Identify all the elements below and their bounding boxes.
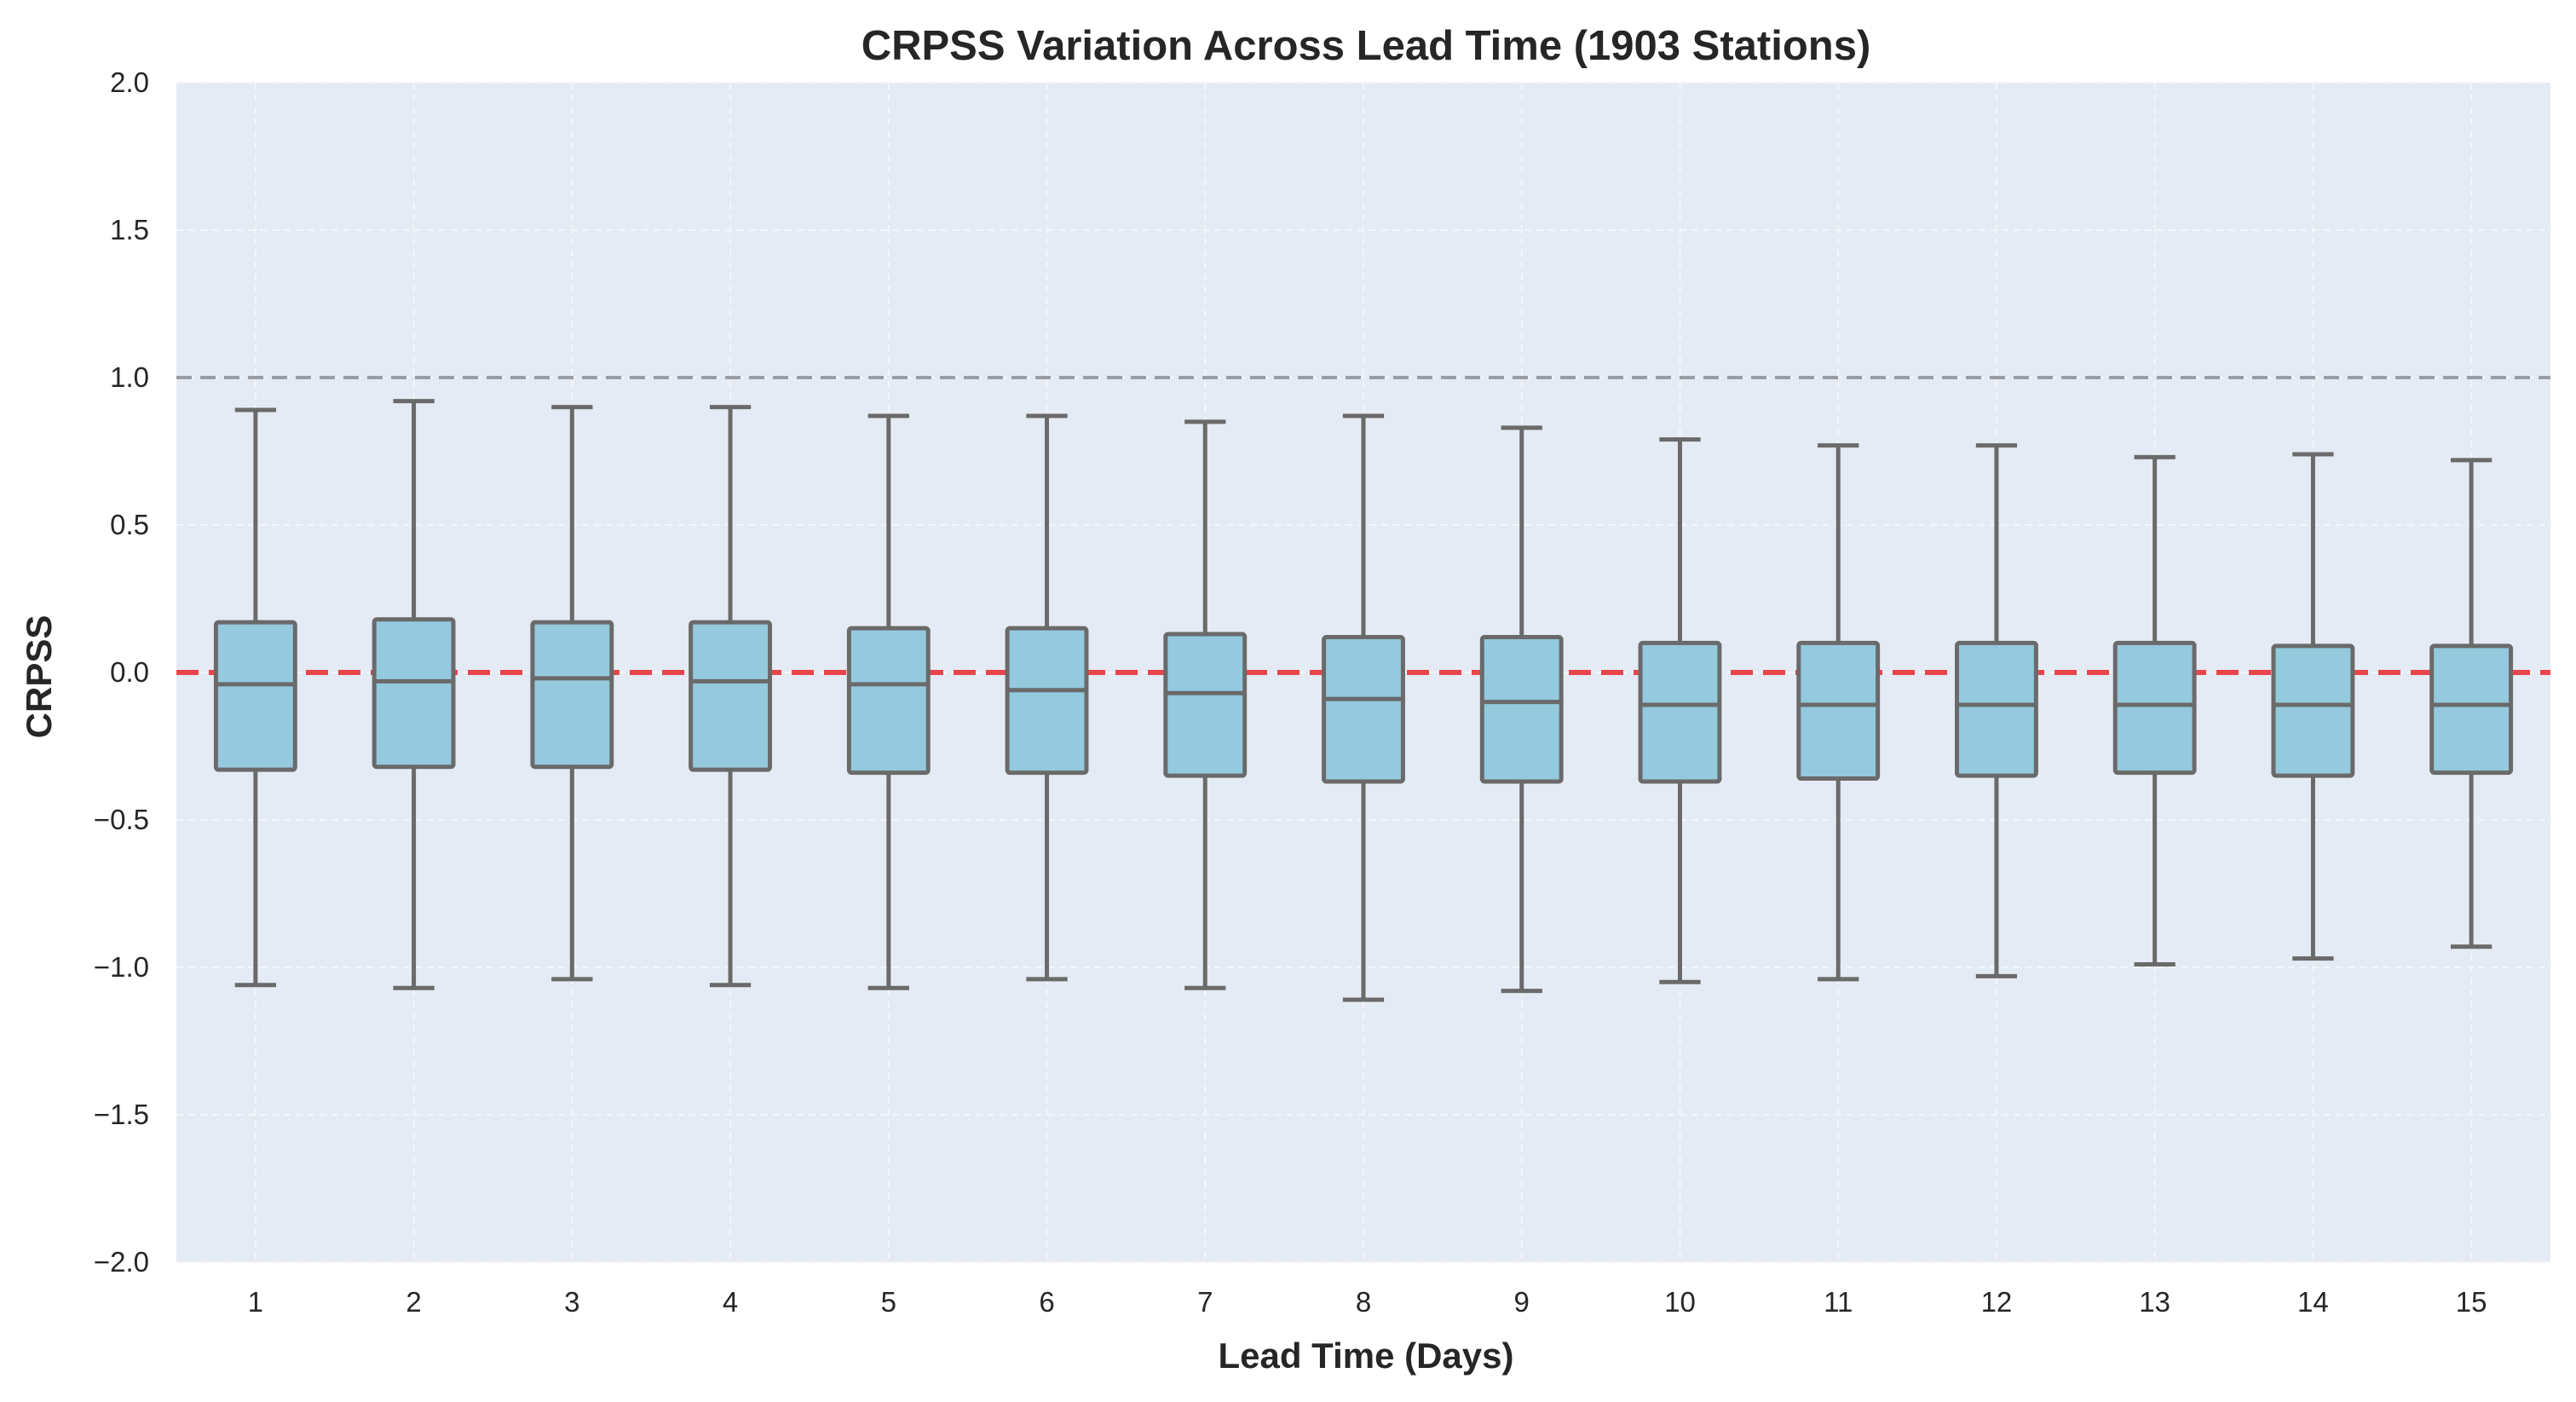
x-axis-ticks: 1 2 3 4 5 6 7 8 9 10 11 12 13 14 15 <box>248 1286 2487 1318</box>
y-tick-label: −1.0 <box>94 951 149 983</box>
box-iqr <box>1638 640 1722 784</box>
box-item-1 <box>213 407 297 988</box>
box-item-9 <box>1479 425 1564 994</box>
box-item-13 <box>2112 454 2197 967</box>
box-item-10 <box>1638 437 1722 984</box>
box-item-4 <box>689 405 773 988</box>
x-tick-label: 3 <box>564 1286 579 1318</box>
y-tick-label: 0.5 <box>110 509 149 540</box>
y-axis-ticks: 2.0 1.5 1.0 0.5 0.0 −0.5 −1.0 −1.5 −2.0 <box>94 66 149 1278</box>
y-axis-label: CRPSS <box>19 615 59 739</box>
box-iqr <box>213 620 297 772</box>
y-tick-label: 1.5 <box>110 214 149 245</box>
y-tick-label: 2.0 <box>110 66 149 98</box>
box-iqr <box>2112 640 2197 776</box>
x-tick-label: 13 <box>2139 1286 2170 1318</box>
box-iqr <box>1322 634 1405 784</box>
box-item-15 <box>2429 458 2514 949</box>
x-tick-label: 7 <box>1197 1286 1213 1318</box>
x-axis-label: Lead Time (Days) <box>1218 1336 1513 1376</box>
box-iqr <box>530 620 614 770</box>
x-tick-label: 1 <box>248 1286 263 1318</box>
box-iqr <box>2429 643 2514 776</box>
y-tick-label: −0.5 <box>94 804 149 835</box>
y-tick-label: −2.0 <box>94 1246 149 1278</box>
box-iqr <box>1479 634 1564 784</box>
box-item-12 <box>1955 443 2038 978</box>
x-tick-label: 11 <box>1824 1286 1853 1318</box>
box-iqr <box>846 626 931 776</box>
box-iqr <box>1796 640 1881 782</box>
y-tick-label: 1.0 <box>110 361 149 393</box>
x-tick-label: 9 <box>1514 1286 1530 1318</box>
y-tick-label: 0.0 <box>110 656 149 688</box>
x-tick-label: 2 <box>406 1286 421 1318</box>
box-item-5 <box>846 413 931 990</box>
x-tick-label: 14 <box>2297 1286 2329 1318</box>
box-item-2 <box>372 399 456 990</box>
box-iqr <box>372 617 456 770</box>
box-item-14 <box>2271 452 2355 961</box>
y-tick-label: −1.5 <box>94 1099 149 1130</box>
box-series <box>213 399 2514 1002</box>
box-item-8 <box>1322 413 1405 1002</box>
x-tick-label: 8 <box>1356 1286 1371 1318</box>
x-tick-label: 15 <box>2456 1286 2487 1318</box>
box-iqr <box>1005 626 1089 776</box>
box-item-7 <box>1163 419 1248 990</box>
box-iqr <box>2271 643 2355 778</box>
box-item-6 <box>1005 413 1089 982</box>
box-item-3 <box>530 405 614 982</box>
chart-title: CRPSS Variation Across Lead Time (1903 S… <box>862 23 1871 69</box>
box-item-11 <box>1796 443 1881 982</box>
x-tick-label: 6 <box>1039 1286 1054 1318</box>
x-tick-label: 10 <box>1664 1286 1696 1318</box>
box-iqr <box>1163 632 1248 778</box>
x-tick-label: 4 <box>723 1286 738 1318</box>
box-iqr <box>1955 640 2038 778</box>
box-iqr <box>689 620 773 772</box>
x-tick-label: 12 <box>1981 1286 2013 1318</box>
x-tick-label: 5 <box>881 1286 896 1318</box>
